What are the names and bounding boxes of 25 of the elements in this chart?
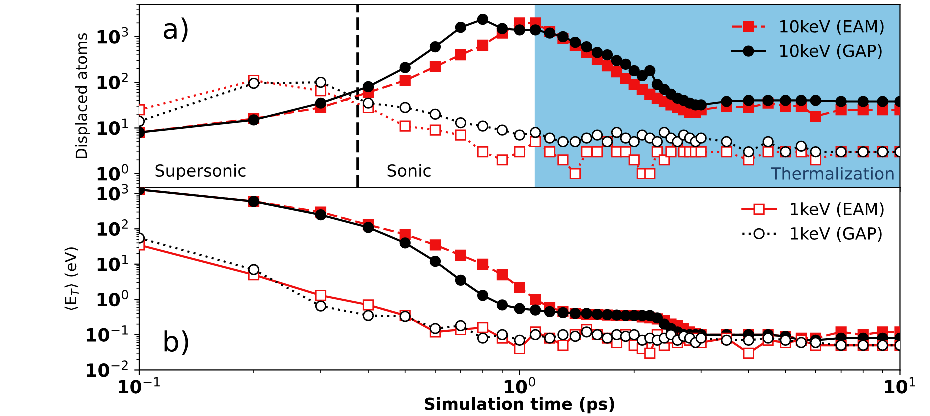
- legend-label: 10keV (GAP): [780, 44, 882, 60]
- y-tick-label: 10$^{0}$: [98, 290, 128, 307]
- y-tick-label: 10$^{2}$: [98, 220, 128, 236]
- y-tick-label: 10$^{−2}$: [87, 360, 128, 378]
- annotation: Sonic: [388, 164, 431, 178]
- annotation: Supersonic: [156, 164, 246, 180]
- x-axis-title: Simulation time (ps): [425, 397, 614, 414]
- annotation: a): [164, 18, 188, 43]
- x-tick-label: 10$^{0}$: [504, 377, 536, 394]
- annotation: b): [164, 330, 188, 356]
- y-tick-label: 10$^{3}$: [98, 184, 128, 201]
- legend-label: 10keV (EAM): [780, 20, 884, 35]
- y-axis-title: ⟨E$_{T}$⟩ (eV): [64, 248, 79, 310]
- y-tick-label: 10$^{1}$: [98, 255, 128, 272]
- x-tick-label: 10$^{−1}$: [119, 377, 160, 394]
- y-tick-label: 10$^{3}$: [98, 27, 128, 44]
- y-tick-label: 10$^{1}$: [98, 118, 128, 136]
- y-tick-label: 10$^{−1}$: [87, 326, 128, 342]
- legend-label: 1keV (EAM): [791, 202, 884, 218]
- y-axis-title: Displaced atoms: [75, 33, 90, 158]
- x-tick-label: 10$^{1}$: [885, 377, 916, 394]
- y-tick-label: 10$^{0}$: [98, 164, 128, 181]
- y-tick-label: 10$^{2}$: [98, 72, 128, 90]
- legend-label: 1keV (GAP): [791, 227, 882, 242]
- band-label: Thermalization: [771, 167, 894, 180]
